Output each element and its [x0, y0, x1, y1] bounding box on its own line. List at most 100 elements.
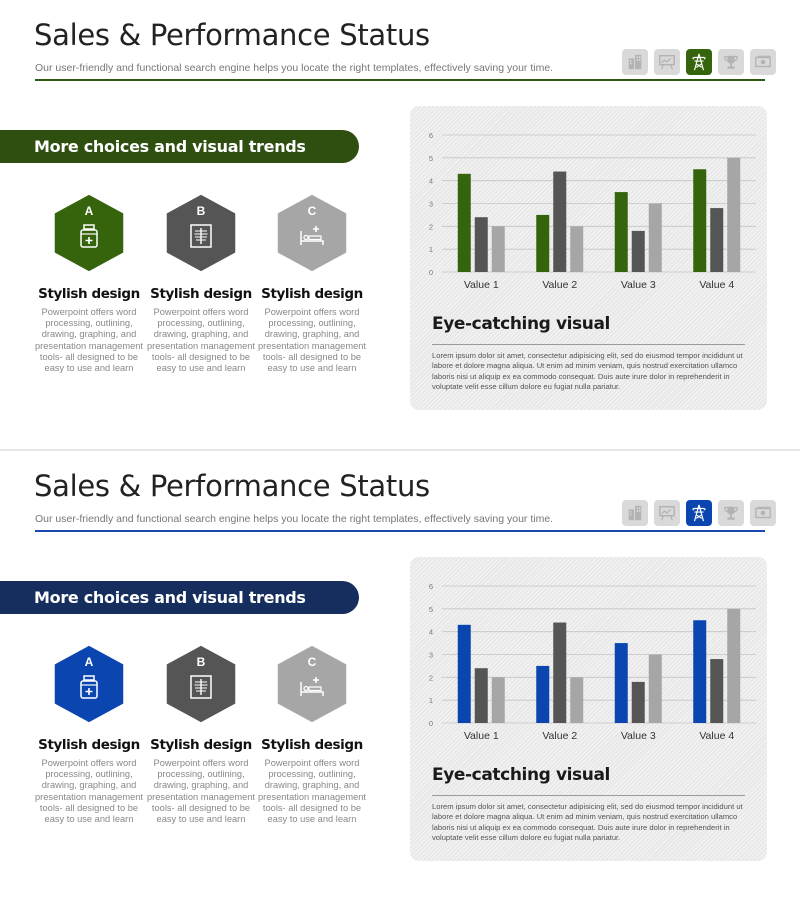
card-divider [432, 344, 745, 345]
money-icon[interactable] [750, 500, 776, 526]
x-tick-label: Value 4 [699, 279, 734, 291]
y-tick-label: 5 [429, 605, 433, 614]
y-tick-label: 6 [429, 582, 433, 591]
feature-description: Powerpoint offers word processing, outli… [146, 307, 256, 374]
bar [570, 226, 584, 272]
hospital-bed-icon [300, 226, 324, 245]
feature-b: B Stylish design Powerpoint offers word … [145, 193, 257, 374]
y-tick-label: 1 [429, 245, 433, 254]
section-banner: More choices and visual trends [0, 581, 359, 614]
hospital-bed-icon [300, 677, 324, 696]
feature-description: Powerpoint offers word processing, outli… [257, 307, 367, 374]
x-tick-label: Value 3 [621, 279, 656, 291]
bar [648, 654, 662, 723]
bar [553, 171, 567, 272]
section-banner: More choices and visual trends [0, 130, 359, 163]
feature-c: C Stylish design Powerpoint offers word … [256, 644, 368, 825]
bar [727, 157, 741, 272]
chart-card: 0 1 2 3 4 5 6 Value 1 Value 2 Value 3 Value 4 Eye-… [410, 557, 767, 861]
power-tower-icon[interactable] [686, 500, 712, 526]
y-tick-label: 0 [429, 719, 433, 728]
bar-chart: 0 1 2 3 4 5 6 Value 1 Value 2 Value 3 Value 4 [429, 131, 756, 291]
medicine-bottle-icon [80, 224, 98, 248]
bar [614, 192, 628, 272]
card-body-text: Lorem ipsum dolor sit amet, consectetur … [432, 802, 743, 842]
card-divider [432, 795, 745, 796]
feature-description: Powerpoint offers word processing, outli… [146, 758, 256, 825]
bar [536, 665, 550, 723]
bar [693, 620, 707, 723]
badge-letter: C [307, 655, 317, 669]
feature-a: A Stylish design Powerpoint offers word … [33, 644, 145, 825]
card-title: Eye-catching visual [432, 314, 610, 334]
feature-description: Powerpoint offers word processing, outli… [34, 758, 144, 825]
hexagon-badge-b: B [164, 644, 238, 724]
presentation-board-icon[interactable] [654, 500, 680, 526]
y-tick-label: 1 [429, 696, 433, 705]
bar [693, 169, 707, 272]
badge-letter: B [196, 655, 206, 669]
presentation-board-icon[interactable] [654, 49, 680, 75]
feature-title: Stylish design [150, 737, 252, 753]
chart-card: 0 1 2 3 4 5 6 Value 1 Value 2 Value 3 Value 4 Eye-… [410, 106, 767, 410]
trophy-icon[interactable] [718, 49, 744, 75]
hexagon-badge-a: A [52, 193, 126, 273]
y-tick-label: 2 [429, 673, 433, 682]
card-title: Eye-catching visual [432, 765, 610, 785]
page-subtitle: Our user-friendly and functional search … [35, 513, 554, 525]
x-tick-label: Value 1 [464, 730, 499, 742]
bar [457, 624, 471, 723]
buildings-icon[interactable] [622, 49, 648, 75]
bar [457, 173, 471, 272]
x-tick-label: Value 3 [621, 730, 656, 742]
y-tick-label: 2 [429, 222, 433, 231]
buildings-icon[interactable] [622, 500, 648, 526]
feature-b: B Stylish design Powerpoint offers word … [145, 644, 257, 825]
feature-description: Powerpoint offers word processing, outli… [34, 307, 144, 374]
x-tick-label: Value 4 [699, 730, 734, 742]
feature-title: Stylish design [261, 737, 363, 753]
bar [536, 214, 550, 272]
page-title: Sales & Performance Status [34, 469, 430, 503]
bar [474, 217, 488, 272]
slide-green: Sales & Performance Status Our user-frie… [0, 0, 800, 449]
y-tick-label: 3 [429, 651, 433, 660]
y-tick-label: 4 [429, 177, 433, 186]
slide-blue: Sales & Performance Status Our user-frie… [0, 451, 800, 900]
y-tick-label: 5 [429, 154, 433, 163]
bar [474, 668, 488, 723]
hexagon-badge-c: C [275, 644, 349, 724]
bar [614, 643, 628, 723]
page-title: Sales & Performance Status [34, 18, 430, 52]
badge-letter: A [84, 204, 94, 218]
bar [727, 608, 741, 723]
title-divider [35, 530, 765, 532]
feature-c: C Stylish design Powerpoint offers word … [256, 193, 368, 374]
xray-icon [190, 224, 212, 248]
feature-description: Powerpoint offers word processing, outli… [257, 758, 367, 825]
trophy-icon[interactable] [718, 500, 744, 526]
bar [631, 230, 645, 272]
bar [491, 226, 505, 272]
y-tick-label: 4 [429, 628, 433, 637]
bar [570, 677, 584, 723]
feature-title: Stylish design [150, 286, 252, 302]
title-divider [35, 79, 765, 81]
x-tick-label: Value 2 [542, 730, 577, 742]
icon-bar [622, 49, 776, 75]
page-subtitle: Our user-friendly and functional search … [35, 62, 554, 74]
hexagon-badge-a: A [52, 644, 126, 724]
y-tick-label: 0 [429, 268, 433, 277]
bar [631, 681, 645, 723]
card-body-text: Lorem ipsum dolor sit amet, consectetur … [432, 351, 743, 391]
money-icon[interactable] [750, 49, 776, 75]
feature-title: Stylish design [38, 286, 140, 302]
feature-a: A Stylish design Powerpoint offers word … [33, 193, 145, 374]
hexagon-badge-c: C [275, 193, 349, 273]
badge-letter: C [307, 204, 317, 218]
icon-bar [622, 500, 776, 526]
x-tick-label: Value 2 [542, 279, 577, 291]
power-tower-icon[interactable] [686, 49, 712, 75]
y-tick-label: 3 [429, 200, 433, 209]
y-tick-label: 6 [429, 131, 433, 140]
